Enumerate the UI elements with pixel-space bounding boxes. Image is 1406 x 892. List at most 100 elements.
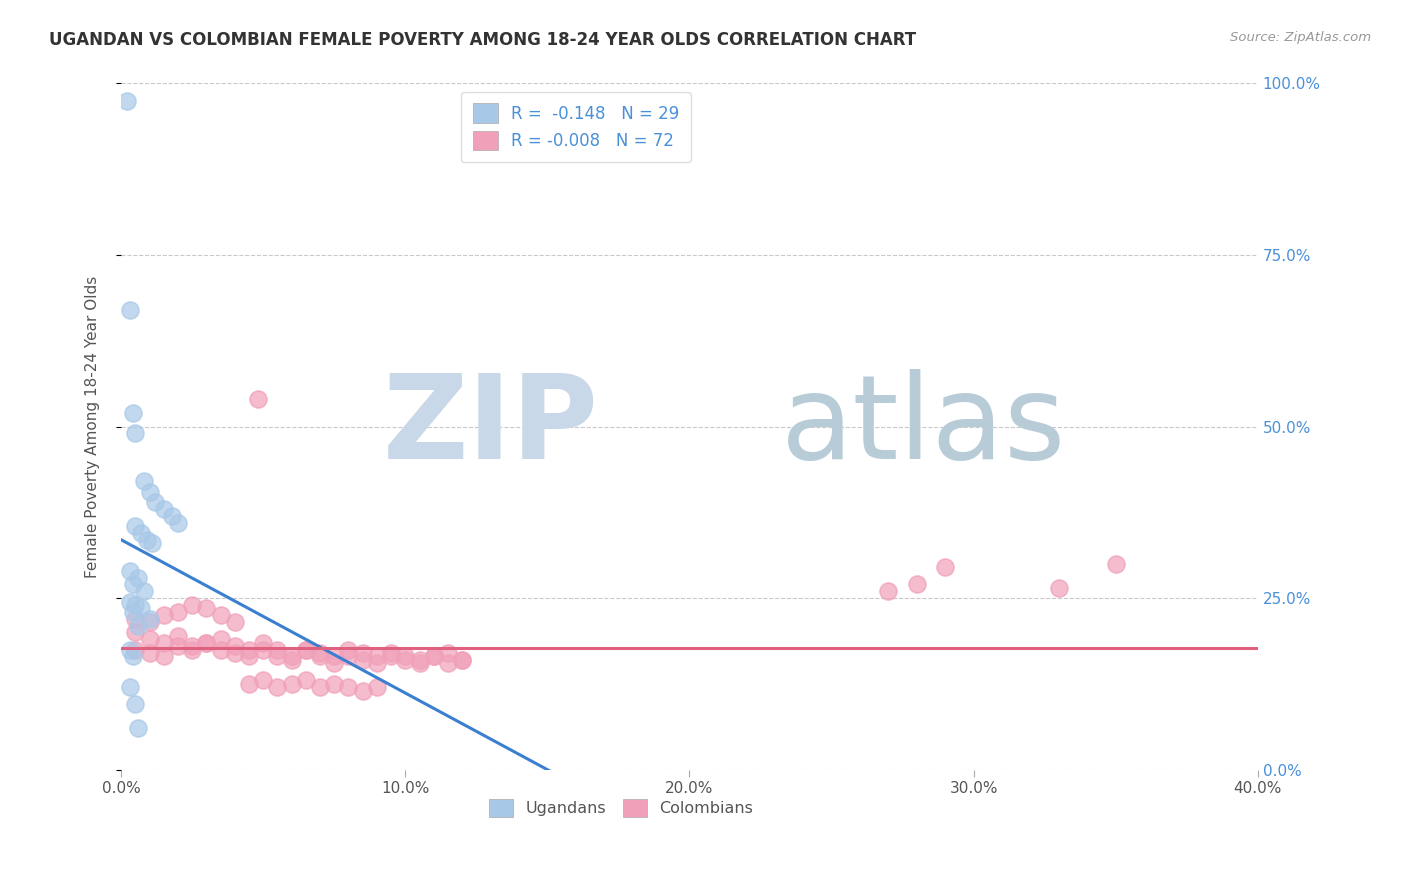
Point bbox=[337, 642, 360, 657]
Point bbox=[132, 584, 155, 599]
Point bbox=[337, 681, 360, 695]
Text: Source: ZipAtlas.com: Source: ZipAtlas.com bbox=[1230, 31, 1371, 45]
Point bbox=[181, 598, 204, 612]
Point bbox=[309, 646, 332, 660]
Point bbox=[118, 594, 141, 608]
Point bbox=[129, 525, 152, 540]
Point bbox=[309, 681, 332, 695]
Point bbox=[394, 653, 416, 667]
Point bbox=[209, 642, 232, 657]
Point bbox=[266, 681, 288, 695]
Point bbox=[238, 642, 260, 657]
Point bbox=[138, 646, 160, 660]
Point bbox=[209, 632, 232, 647]
Point bbox=[167, 629, 190, 643]
Point bbox=[422, 649, 444, 664]
Point bbox=[323, 657, 346, 671]
Point bbox=[323, 677, 346, 691]
Point bbox=[280, 677, 302, 691]
Point bbox=[121, 577, 143, 591]
Point bbox=[195, 601, 218, 615]
Point bbox=[152, 608, 174, 623]
Text: UGANDAN VS COLOMBIAN FEMALE POVERTY AMONG 18-24 YEAR OLDS CORRELATION CHART: UGANDAN VS COLOMBIAN FEMALE POVERTY AMON… bbox=[49, 31, 917, 49]
Point bbox=[309, 649, 332, 664]
Point bbox=[138, 612, 160, 626]
Point bbox=[352, 683, 374, 698]
Point bbox=[124, 519, 146, 533]
Point bbox=[127, 570, 149, 584]
Point bbox=[115, 94, 138, 108]
Point bbox=[118, 681, 141, 695]
Point bbox=[141, 536, 163, 550]
Point bbox=[129, 601, 152, 615]
Legend: Ugandans, Colombians: Ugandans, Colombians bbox=[482, 792, 759, 823]
Point bbox=[238, 649, 260, 664]
Point bbox=[127, 618, 149, 632]
Point bbox=[124, 625, 146, 640]
Text: atlas: atlas bbox=[780, 369, 1066, 484]
Point bbox=[252, 636, 274, 650]
Point bbox=[181, 639, 204, 653]
Point bbox=[181, 642, 204, 657]
Point bbox=[195, 636, 218, 650]
Point bbox=[238, 677, 260, 691]
Point bbox=[127, 722, 149, 736]
Point bbox=[295, 642, 318, 657]
Point bbox=[380, 646, 402, 660]
Point bbox=[132, 475, 155, 489]
Point bbox=[167, 516, 190, 530]
Point bbox=[437, 646, 460, 660]
Point bbox=[224, 639, 246, 653]
Point bbox=[121, 605, 143, 619]
Point bbox=[124, 426, 146, 441]
Point bbox=[380, 649, 402, 664]
Point bbox=[152, 502, 174, 516]
Y-axis label: Female Poverty Among 18-24 Year Olds: Female Poverty Among 18-24 Year Olds bbox=[86, 276, 100, 578]
Point bbox=[295, 673, 318, 688]
Point bbox=[1047, 581, 1070, 595]
Point bbox=[138, 615, 160, 629]
Point bbox=[224, 646, 246, 660]
Point bbox=[266, 642, 288, 657]
Point bbox=[124, 612, 146, 626]
Point bbox=[408, 657, 430, 671]
Point bbox=[121, 406, 143, 420]
Point bbox=[295, 642, 318, 657]
Point bbox=[138, 484, 160, 499]
Point bbox=[124, 698, 146, 712]
Point bbox=[280, 649, 302, 664]
Point bbox=[1105, 557, 1128, 571]
Point bbox=[124, 642, 146, 657]
Point bbox=[124, 598, 146, 612]
Point bbox=[394, 649, 416, 664]
Point bbox=[162, 508, 184, 523]
Point bbox=[266, 649, 288, 664]
Point bbox=[246, 392, 269, 406]
Point bbox=[224, 615, 246, 629]
Point bbox=[323, 649, 346, 664]
Point bbox=[118, 302, 141, 317]
Text: ZIP: ZIP bbox=[382, 369, 599, 484]
Point bbox=[352, 646, 374, 660]
Point bbox=[121, 649, 143, 664]
Point bbox=[934, 560, 956, 574]
Point bbox=[167, 639, 190, 653]
Point bbox=[352, 653, 374, 667]
Point bbox=[252, 673, 274, 688]
Point bbox=[280, 653, 302, 667]
Point bbox=[437, 657, 460, 671]
Point bbox=[451, 653, 474, 667]
Point bbox=[195, 636, 218, 650]
Point bbox=[366, 657, 388, 671]
Point bbox=[143, 495, 166, 509]
Point bbox=[209, 608, 232, 623]
Point bbox=[422, 649, 444, 664]
Point bbox=[167, 605, 190, 619]
Point bbox=[366, 649, 388, 664]
Point bbox=[451, 653, 474, 667]
Point bbox=[118, 564, 141, 578]
Point bbox=[152, 649, 174, 664]
Point bbox=[152, 636, 174, 650]
Point bbox=[135, 533, 157, 547]
Point bbox=[118, 642, 141, 657]
